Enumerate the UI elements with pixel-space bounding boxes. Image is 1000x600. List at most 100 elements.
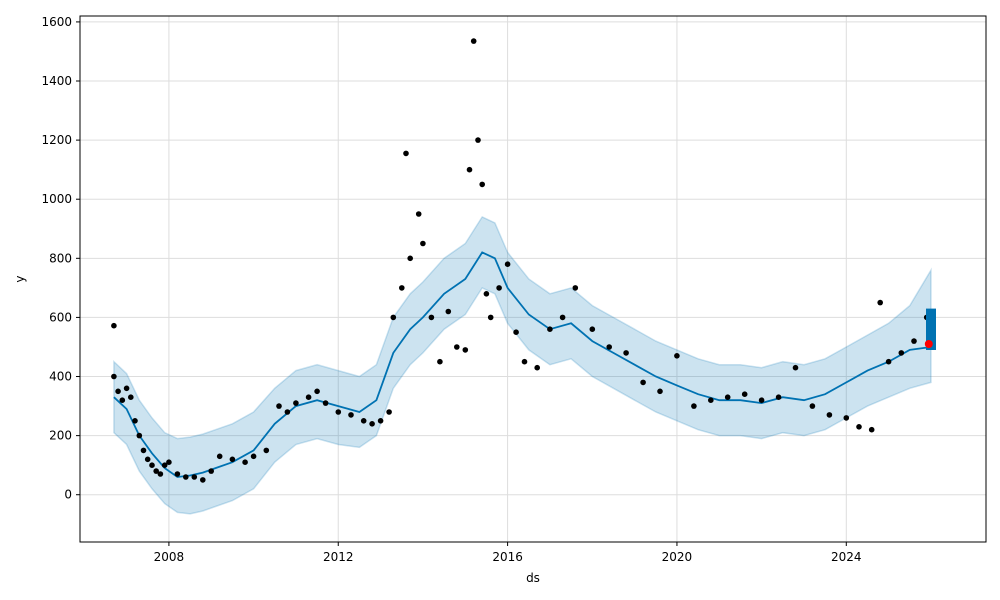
observed-point xyxy=(534,364,540,371)
observed-point xyxy=(415,211,422,217)
observed-point xyxy=(521,358,528,365)
observed-point xyxy=(335,409,342,415)
observed-point xyxy=(191,474,198,480)
observed-point xyxy=(250,453,257,460)
observed-point xyxy=(157,471,164,477)
observed-point xyxy=(877,299,883,306)
observed-point xyxy=(348,412,354,418)
observed-point xyxy=(242,459,248,466)
observed-point xyxy=(589,326,596,333)
observed-point xyxy=(322,400,329,406)
observed-point xyxy=(229,456,236,463)
forecast-line-layer xyxy=(113,251,932,478)
y-axis-ticks: 0 200 400 600 800 1000 1200 1400 1600 xyxy=(41,15,80,502)
x-axis-ticks: 2008 2012 2016 2020 2024 xyxy=(154,542,862,564)
observed-point xyxy=(420,240,426,247)
observed-point xyxy=(445,308,452,315)
x-tick-label: 2024 xyxy=(831,550,862,564)
observed-point xyxy=(174,471,181,477)
observed-point xyxy=(496,285,502,291)
observed-point xyxy=(386,409,392,415)
observed-point xyxy=(691,403,697,409)
observed-point xyxy=(360,418,367,424)
observed-point xyxy=(140,447,147,454)
y-tick-label: 400 xyxy=(49,370,72,384)
observed-point xyxy=(911,338,917,344)
observed-point xyxy=(263,447,270,454)
y-tick-label: 600 xyxy=(49,310,72,324)
y-tick-label: 1600 xyxy=(41,15,72,29)
y-tick-label: 1200 xyxy=(41,133,72,147)
future-forecast-layer xyxy=(924,308,936,350)
observed-point xyxy=(407,255,414,262)
observed-point xyxy=(454,344,460,350)
observed-point xyxy=(284,409,291,415)
x-tick-label: 2008 xyxy=(154,550,185,564)
observed-point xyxy=(792,364,799,371)
x-axis-label: ds xyxy=(526,571,540,585)
observed-point xyxy=(470,38,477,44)
observed-point xyxy=(487,314,494,321)
y-tick-label: 200 xyxy=(49,429,72,443)
observed-point xyxy=(305,394,312,401)
observed-point xyxy=(475,137,481,143)
observed-point xyxy=(403,150,409,157)
y-tick-label: 0 xyxy=(64,488,72,502)
plot-area-frame xyxy=(79,15,987,543)
observed-point xyxy=(559,314,566,321)
observed-point xyxy=(758,397,765,404)
future-forecast-bar xyxy=(926,308,936,350)
observed-point xyxy=(390,314,397,321)
observed-point xyxy=(144,456,151,463)
x-tick-label: 2012 xyxy=(323,550,354,564)
observed-point xyxy=(166,459,172,466)
observed-point xyxy=(483,291,490,297)
y-axis-label: y xyxy=(13,275,27,282)
observed-point xyxy=(623,350,629,356)
grid-layer xyxy=(80,16,986,542)
y-tick-label: 1000 xyxy=(41,192,72,206)
highlight-point xyxy=(924,340,933,348)
observed-point xyxy=(183,474,189,480)
observed-point xyxy=(868,426,875,433)
observed-point xyxy=(128,394,134,401)
observed-point xyxy=(741,391,748,398)
observed-point xyxy=(898,350,905,356)
observed-point xyxy=(119,397,126,404)
observed-point xyxy=(843,415,850,421)
observed-point xyxy=(724,394,731,401)
x-tick-label: 2020 xyxy=(662,550,693,564)
observed-point xyxy=(115,388,121,395)
observed-point xyxy=(674,353,680,359)
observed-point xyxy=(462,347,469,353)
observed-point xyxy=(136,432,143,439)
observed-point xyxy=(377,418,384,424)
observed-point xyxy=(111,322,117,329)
observed-point xyxy=(513,329,519,336)
observed-point xyxy=(640,379,646,386)
uncertainty-band-layer xyxy=(113,215,932,515)
observed-point xyxy=(428,314,435,321)
x-tick-label: 2016 xyxy=(492,550,523,564)
observed-point xyxy=(200,477,206,483)
observed-point xyxy=(466,166,473,173)
observed-point xyxy=(293,400,299,406)
uncertainty-band xyxy=(113,215,932,515)
observed-point xyxy=(547,326,553,333)
observed-point xyxy=(123,385,130,392)
observed-point xyxy=(606,344,612,350)
observed-point xyxy=(149,462,155,469)
observed-point xyxy=(885,358,892,365)
observed-point xyxy=(856,424,862,430)
y-tick-label: 1400 xyxy=(41,74,72,88)
observed-point xyxy=(276,403,282,409)
observed-point xyxy=(504,261,511,268)
observed-point xyxy=(437,358,443,365)
observed-point xyxy=(826,412,833,418)
observed-point xyxy=(657,388,663,395)
observed-point xyxy=(399,285,405,291)
observed-point xyxy=(208,468,214,474)
observed-point xyxy=(572,285,579,291)
